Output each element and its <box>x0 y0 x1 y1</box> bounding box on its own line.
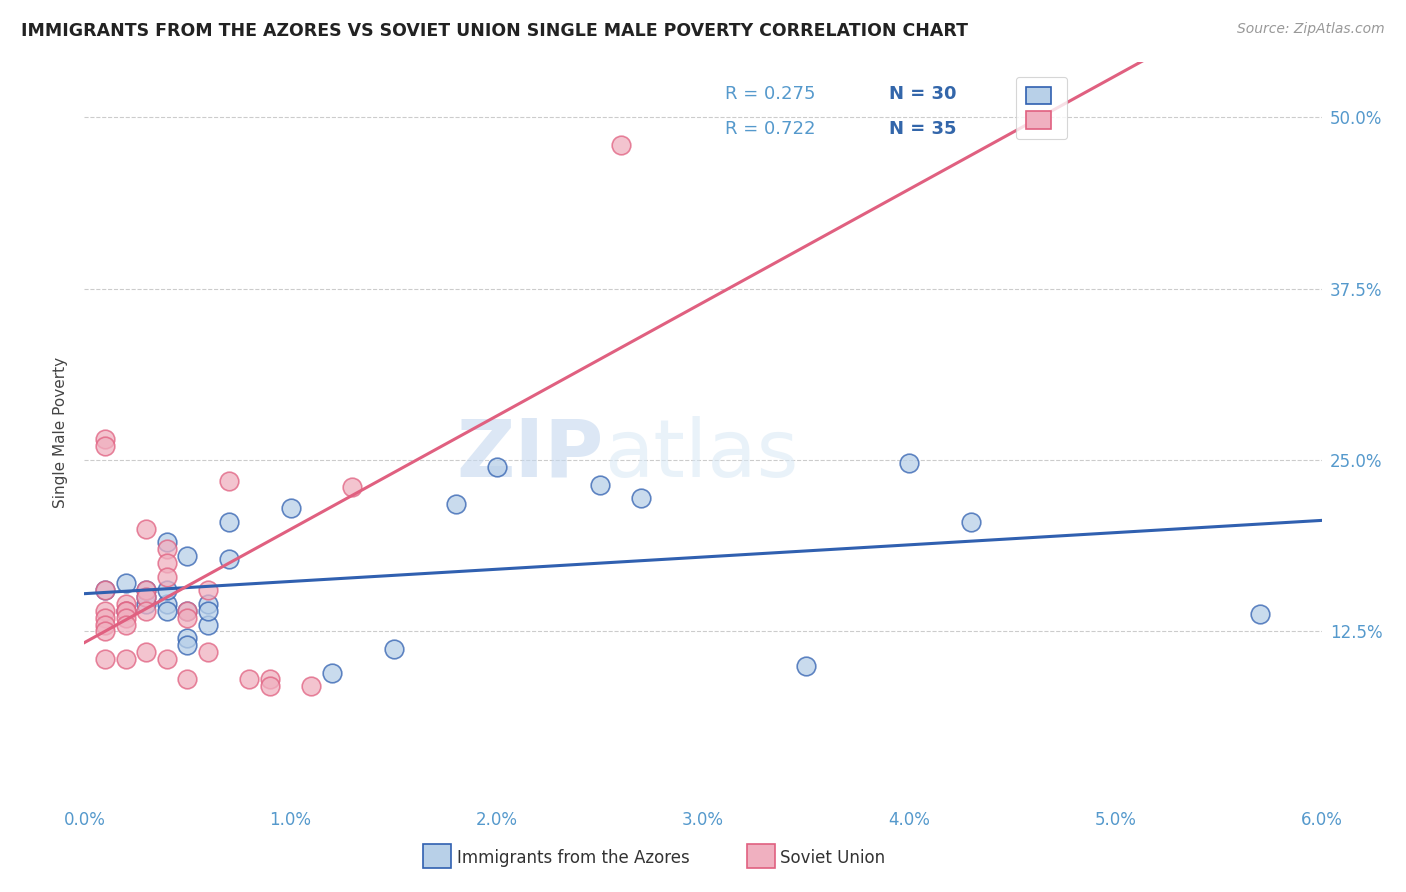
Point <box>135 583 157 598</box>
Point <box>898 456 921 470</box>
Text: N = 30: N = 30 <box>889 85 956 103</box>
Text: ZIP: ZIP <box>457 416 605 494</box>
Point <box>156 652 179 666</box>
Point <box>630 491 652 506</box>
Point <box>114 617 136 632</box>
Point <box>135 583 157 598</box>
Point <box>176 673 198 687</box>
Text: R = 0.275: R = 0.275 <box>725 85 815 103</box>
Point <box>960 515 983 529</box>
Y-axis label: Single Male Poverty: Single Male Poverty <box>53 357 69 508</box>
Point <box>342 480 364 494</box>
Point <box>197 583 219 598</box>
Point <box>1249 607 1271 621</box>
Point <box>238 673 260 687</box>
Text: atlas: atlas <box>605 416 799 494</box>
Point <box>94 583 117 598</box>
Point <box>280 501 302 516</box>
Point <box>197 597 219 611</box>
Point <box>114 604 136 618</box>
Text: Source: ZipAtlas.com: Source: ZipAtlas.com <box>1237 22 1385 37</box>
Point <box>156 597 179 611</box>
Point <box>94 604 117 618</box>
Point <box>609 137 631 152</box>
Point <box>321 665 343 680</box>
Text: Immigrants from the Azores: Immigrants from the Azores <box>457 849 690 867</box>
Point <box>176 632 198 646</box>
Point <box>114 604 136 618</box>
Point <box>156 569 179 583</box>
Point <box>114 597 136 611</box>
Point <box>135 645 157 659</box>
Point <box>176 610 198 624</box>
Point <box>176 638 198 652</box>
Point <box>135 597 157 611</box>
Point <box>94 433 117 447</box>
Point <box>156 583 179 598</box>
Point <box>794 658 817 673</box>
Point <box>156 604 179 618</box>
Point <box>218 551 240 566</box>
Point <box>218 474 240 488</box>
Point <box>589 477 612 491</box>
Point <box>156 542 179 557</box>
Text: IMMIGRANTS FROM THE AZORES VS SOVIET UNION SINGLE MALE POVERTY CORRELATION CHART: IMMIGRANTS FROM THE AZORES VS SOVIET UNI… <box>21 22 969 40</box>
Point <box>156 556 179 570</box>
Point <box>94 624 117 639</box>
Point <box>382 642 405 657</box>
Point <box>156 535 179 549</box>
FancyBboxPatch shape <box>423 844 451 869</box>
Point <box>259 673 281 687</box>
Point <box>114 652 136 666</box>
Point <box>114 610 136 624</box>
Point <box>135 604 157 618</box>
Point <box>114 604 136 618</box>
Point <box>197 604 219 618</box>
Point <box>94 610 117 624</box>
Point <box>259 679 281 693</box>
Legend: , : , <box>1017 77 1067 139</box>
Point <box>176 549 198 563</box>
FancyBboxPatch shape <box>747 844 775 869</box>
Point <box>135 522 157 536</box>
Point <box>197 617 219 632</box>
Text: R = 0.722: R = 0.722 <box>725 120 815 138</box>
Point <box>197 645 219 659</box>
Point <box>114 576 136 591</box>
Point <box>299 679 322 693</box>
Point <box>94 583 117 598</box>
Point <box>485 459 508 474</box>
Point <box>135 590 157 604</box>
Text: Soviet Union: Soviet Union <box>780 849 886 867</box>
Point <box>94 652 117 666</box>
Point <box>94 617 117 632</box>
Point <box>444 497 467 511</box>
Point <box>135 590 157 604</box>
Point <box>94 439 117 453</box>
Text: N = 35: N = 35 <box>889 120 956 138</box>
Point <box>176 604 198 618</box>
Point <box>218 515 240 529</box>
Point <box>176 604 198 618</box>
